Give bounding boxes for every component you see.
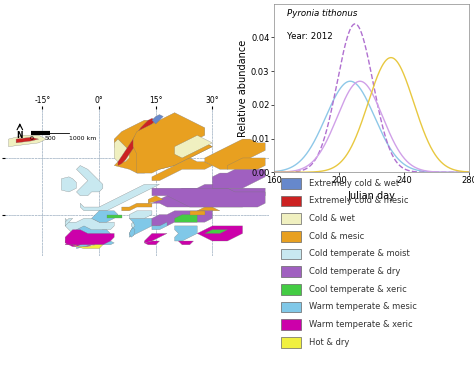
Polygon shape bbox=[122, 203, 152, 211]
Polygon shape bbox=[9, 135, 46, 147]
Polygon shape bbox=[69, 226, 110, 237]
Bar bbox=[282, 266, 301, 277]
Polygon shape bbox=[118, 118, 156, 165]
Polygon shape bbox=[129, 228, 135, 237]
Text: Pyronia tithonus: Pyronia tithonus bbox=[287, 9, 357, 18]
Polygon shape bbox=[16, 137, 39, 143]
Bar bbox=[282, 196, 301, 206]
Polygon shape bbox=[145, 234, 167, 243]
Polygon shape bbox=[174, 135, 212, 158]
Text: Extremely cold & mesic: Extremely cold & mesic bbox=[309, 196, 408, 205]
Bar bbox=[282, 337, 301, 347]
Bar bbox=[282, 213, 301, 224]
Text: Extremely cold & wet: Extremely cold & wet bbox=[309, 179, 399, 188]
Polygon shape bbox=[107, 215, 122, 218]
Text: N: N bbox=[17, 131, 23, 140]
Polygon shape bbox=[148, 196, 163, 203]
Polygon shape bbox=[212, 169, 265, 188]
Text: Cold temperate & dry: Cold temperate & dry bbox=[309, 267, 400, 276]
Polygon shape bbox=[152, 222, 167, 230]
Polygon shape bbox=[152, 188, 265, 207]
Text: Warm temperate & xeric: Warm temperate & xeric bbox=[309, 320, 412, 329]
Polygon shape bbox=[65, 237, 91, 247]
Polygon shape bbox=[65, 218, 114, 234]
Polygon shape bbox=[133, 113, 212, 173]
Text: Year: 2012: Year: 2012 bbox=[287, 32, 333, 41]
Polygon shape bbox=[61, 177, 76, 192]
Polygon shape bbox=[205, 230, 228, 234]
Y-axis label: Relative abundance: Relative abundance bbox=[238, 39, 248, 137]
Polygon shape bbox=[80, 184, 159, 211]
X-axis label: Julian day: Julian day bbox=[347, 191, 395, 201]
Polygon shape bbox=[190, 211, 205, 215]
Bar bbox=[282, 249, 301, 259]
Polygon shape bbox=[65, 218, 73, 226]
Polygon shape bbox=[131, 222, 135, 228]
Text: Cold temperate & moist: Cold temperate & moist bbox=[309, 249, 410, 258]
Polygon shape bbox=[76, 241, 114, 249]
Bar bbox=[282, 284, 301, 295]
Polygon shape bbox=[91, 239, 103, 245]
Text: 0: 0 bbox=[29, 137, 33, 142]
Polygon shape bbox=[205, 139, 265, 169]
Polygon shape bbox=[114, 120, 212, 173]
Polygon shape bbox=[129, 218, 152, 237]
Polygon shape bbox=[73, 245, 103, 249]
Bar bbox=[282, 231, 301, 242]
Text: Warm temperate & mesic: Warm temperate & mesic bbox=[309, 303, 417, 311]
Polygon shape bbox=[65, 237, 73, 243]
Polygon shape bbox=[114, 139, 129, 162]
Polygon shape bbox=[174, 226, 197, 241]
Polygon shape bbox=[228, 158, 265, 169]
Text: Cool temperate & xeric: Cool temperate & xeric bbox=[309, 285, 407, 294]
Text: Cold & mesic: Cold & mesic bbox=[309, 232, 364, 241]
Bar bbox=[282, 319, 301, 330]
Text: Cold & wet: Cold & wet bbox=[309, 214, 355, 223]
Polygon shape bbox=[197, 226, 243, 241]
Polygon shape bbox=[152, 158, 212, 181]
Polygon shape bbox=[190, 207, 220, 218]
Text: 500: 500 bbox=[44, 137, 56, 142]
Polygon shape bbox=[65, 230, 114, 245]
Text: Hot & dry: Hot & dry bbox=[309, 338, 349, 347]
Polygon shape bbox=[174, 215, 197, 222]
Polygon shape bbox=[76, 165, 103, 196]
Polygon shape bbox=[152, 115, 163, 124]
Text: 1000 km: 1000 km bbox=[69, 137, 96, 142]
Polygon shape bbox=[178, 241, 193, 245]
Polygon shape bbox=[152, 211, 212, 226]
Polygon shape bbox=[145, 241, 159, 245]
Polygon shape bbox=[129, 211, 152, 218]
Polygon shape bbox=[91, 211, 118, 222]
Polygon shape bbox=[152, 184, 265, 207]
Bar bbox=[282, 301, 301, 312]
Bar bbox=[282, 178, 301, 189]
